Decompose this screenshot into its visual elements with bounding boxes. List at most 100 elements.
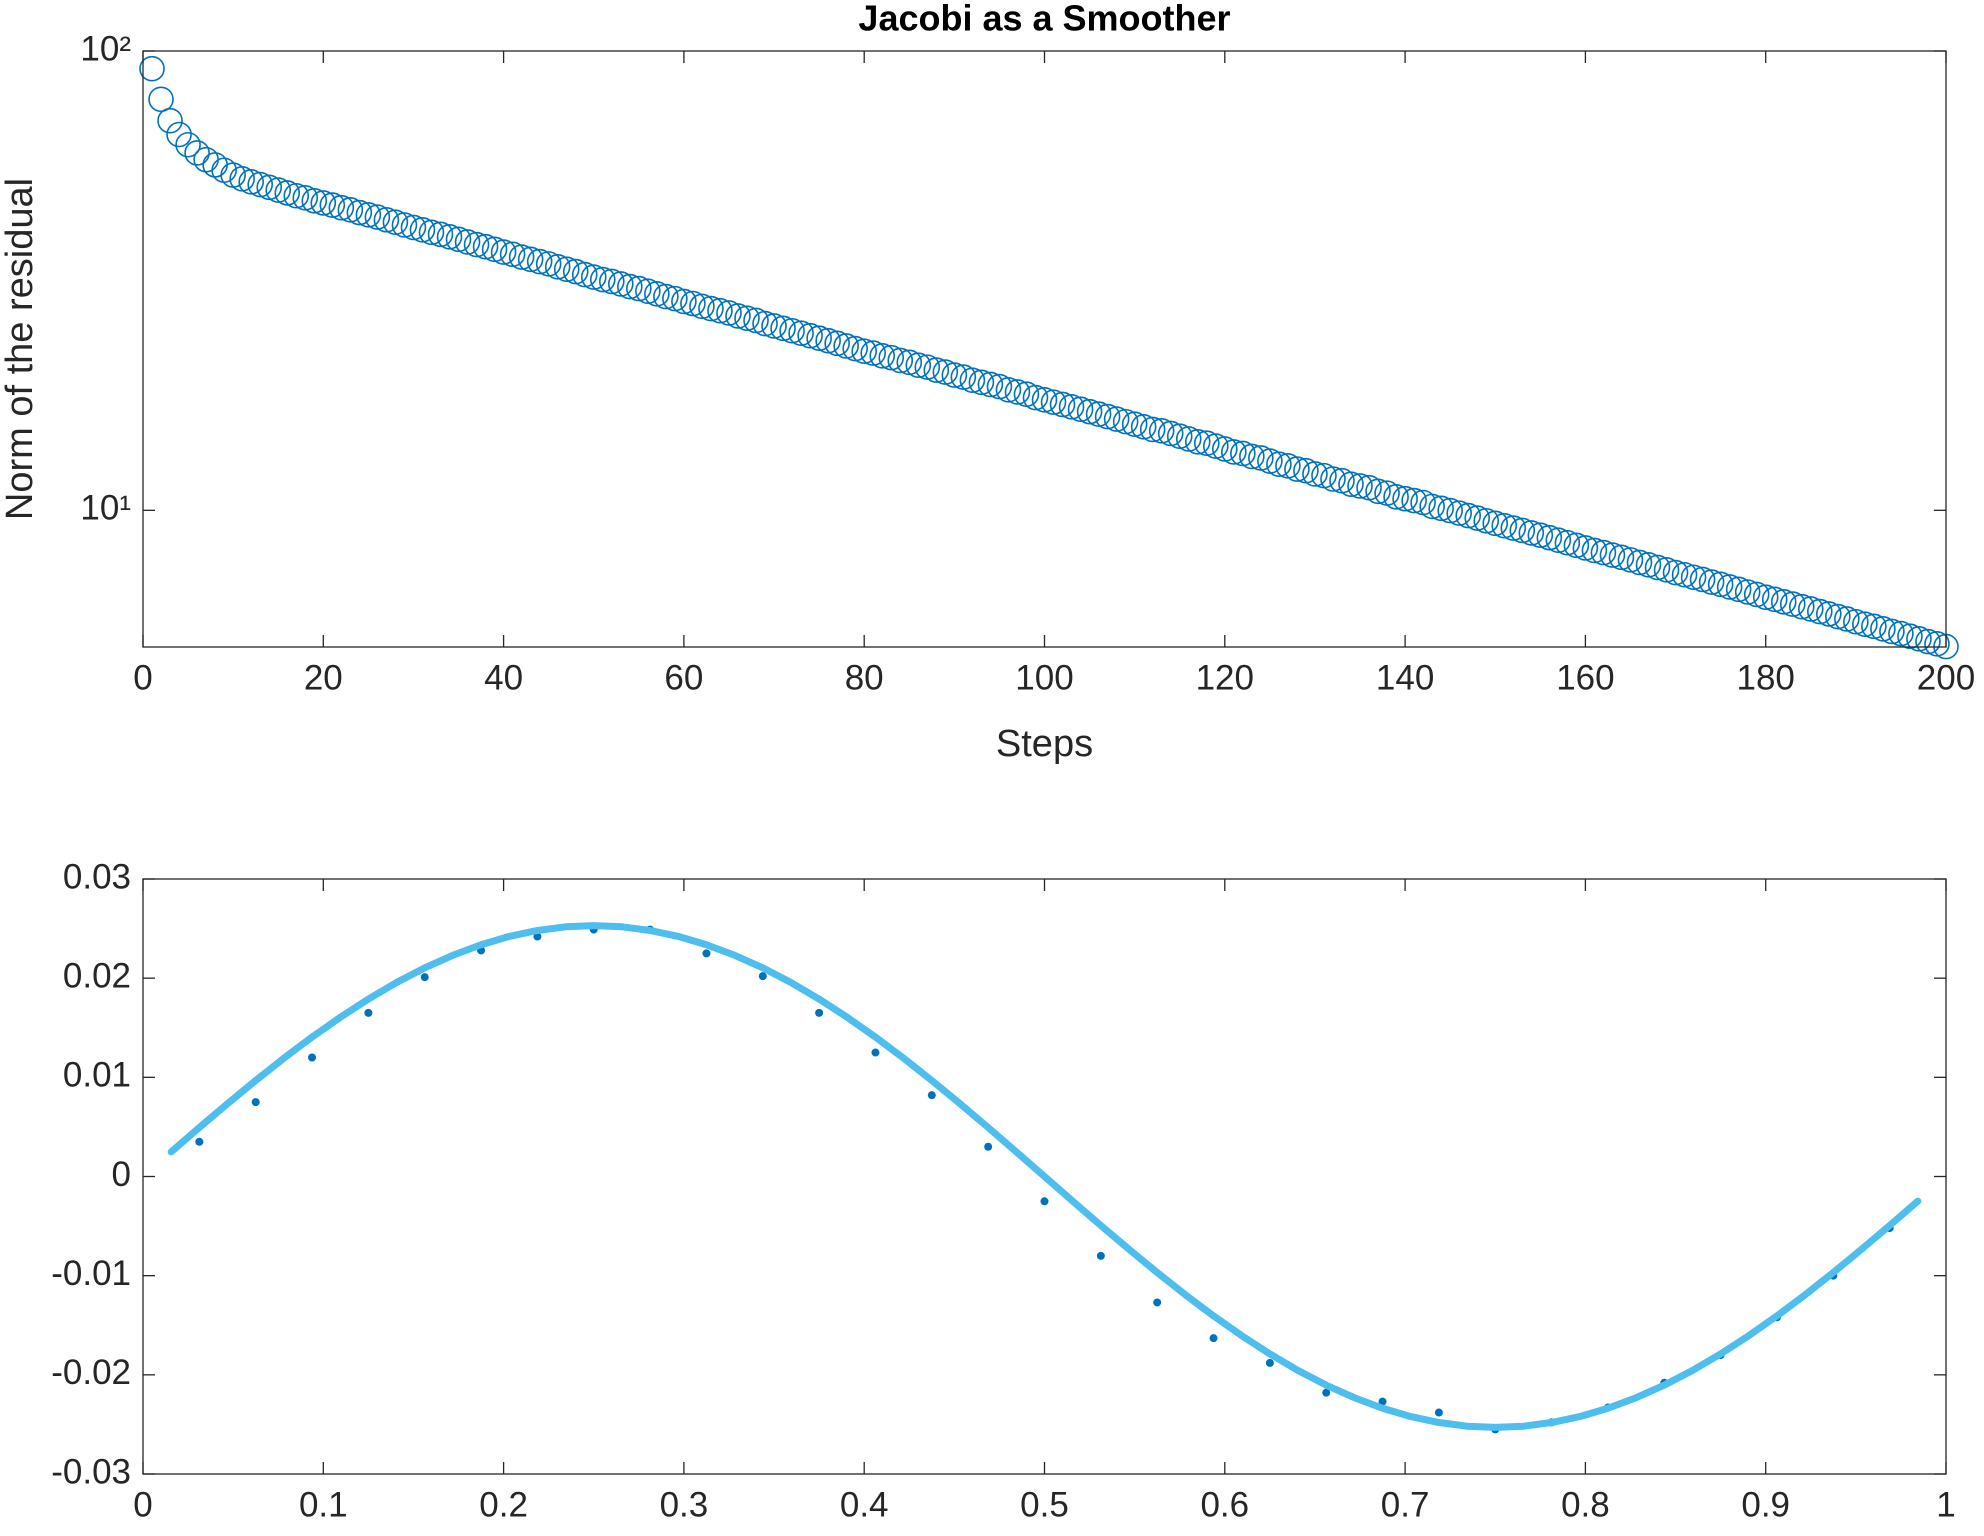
marker — [256, 174, 283, 201]
marker — [175, 131, 201, 158]
y-tick-label: -0.01 — [51, 1254, 131, 1293]
marker — [400, 214, 427, 241]
marker — [1320, 466, 1346, 492]
dot — [758, 972, 767, 981]
chart-title: Jacobi as a Smoother — [858, 0, 1230, 39]
x-tick-label: 0.1 — [299, 1485, 348, 1524]
y-tick-label: 0.02 — [63, 956, 131, 995]
marker — [328, 194, 355, 221]
dot — [364, 1008, 373, 1017]
marker — [1680, 564, 1707, 591]
marker — [1130, 413, 1157, 440]
plot-marks — [167, 922, 1922, 1434]
marker — [490, 239, 517, 265]
marker — [1365, 478, 1391, 505]
dot — [815, 1008, 824, 1017]
marker — [869, 342, 896, 369]
marker — [878, 344, 905, 371]
marker — [436, 223, 463, 250]
marker — [617, 273, 643, 300]
marker — [1825, 603, 1851, 630]
marker — [1644, 554, 1671, 581]
marker — [1716, 574, 1743, 600]
marker — [472, 233, 499, 260]
marker — [1193, 430, 1220, 457]
marker — [544, 253, 571, 280]
x-tick-label: 40 — [484, 658, 523, 697]
marker — [553, 256, 580, 282]
marker — [833, 333, 859, 359]
dot — [308, 1053, 317, 1062]
marker — [1428, 495, 1454, 522]
marker — [526, 248, 553, 275]
dot — [1096, 1251, 1105, 1260]
marker — [959, 367, 986, 393]
marker — [1635, 552, 1662, 578]
marker — [1509, 517, 1536, 544]
dot — [702, 949, 711, 958]
marker — [1482, 510, 1509, 537]
marker — [391, 212, 418, 238]
marker — [382, 209, 409, 235]
marker — [1239, 443, 1265, 470]
marker — [1446, 500, 1472, 526]
marker — [1671, 561, 1698, 588]
marker — [373, 207, 400, 233]
marker — [671, 288, 697, 315]
marker — [571, 261, 598, 288]
plot-area — [143, 51, 1946, 647]
marker — [355, 201, 382, 228]
marker — [1040, 389, 1067, 415]
x-tick-label: 0.2 — [479, 1485, 528, 1524]
marker — [824, 330, 850, 357]
plot-marks — [139, 55, 1959, 660]
marker — [1897, 623, 1923, 650]
marker — [310, 190, 337, 216]
marker — [1221, 439, 1247, 465]
marker — [598, 268, 625, 295]
dot — [927, 1091, 936, 1100]
marker — [1148, 417, 1175, 444]
y-tick-label: -0.02 — [51, 1353, 131, 1392]
marker — [1590, 539, 1617, 566]
marker — [1266, 451, 1292, 478]
marker — [1383, 484, 1409, 510]
marker — [698, 295, 724, 322]
marker — [1599, 542, 1626, 568]
marker — [319, 192, 346, 218]
dot — [195, 1137, 204, 1146]
marker — [1788, 593, 1815, 620]
dot — [1040, 1197, 1049, 1206]
marker — [1879, 618, 1905, 645]
marker — [1202, 433, 1229, 459]
dot — [1378, 1397, 1387, 1406]
marker — [1175, 426, 1202, 452]
marker — [851, 338, 878, 365]
marker — [445, 226, 472, 253]
marker — [680, 290, 706, 317]
x-tick-label: 100 — [1015, 658, 1073, 697]
marker — [1473, 507, 1500, 534]
marker — [1797, 596, 1824, 622]
marker — [1338, 471, 1364, 497]
marker — [1284, 456, 1310, 482]
marker — [166, 121, 192, 148]
marker — [148, 86, 174, 113]
marker — [779, 317, 805, 344]
marker — [1464, 505, 1491, 531]
marker — [1536, 524, 1563, 551]
marker — [1770, 589, 1797, 615]
x-tick-label: 60 — [664, 658, 703, 697]
marker — [1861, 613, 1887, 640]
marker — [1527, 522, 1554, 548]
marker — [1184, 428, 1211, 455]
marker — [1067, 396, 1094, 423]
dot — [1265, 1358, 1274, 1367]
marker — [1491, 512, 1518, 539]
marker — [1761, 586, 1788, 613]
marker — [1455, 502, 1482, 529]
marker — [1419, 493, 1445, 520]
marker — [1653, 557, 1680, 583]
marker — [1888, 620, 1914, 647]
marker — [626, 275, 652, 302]
